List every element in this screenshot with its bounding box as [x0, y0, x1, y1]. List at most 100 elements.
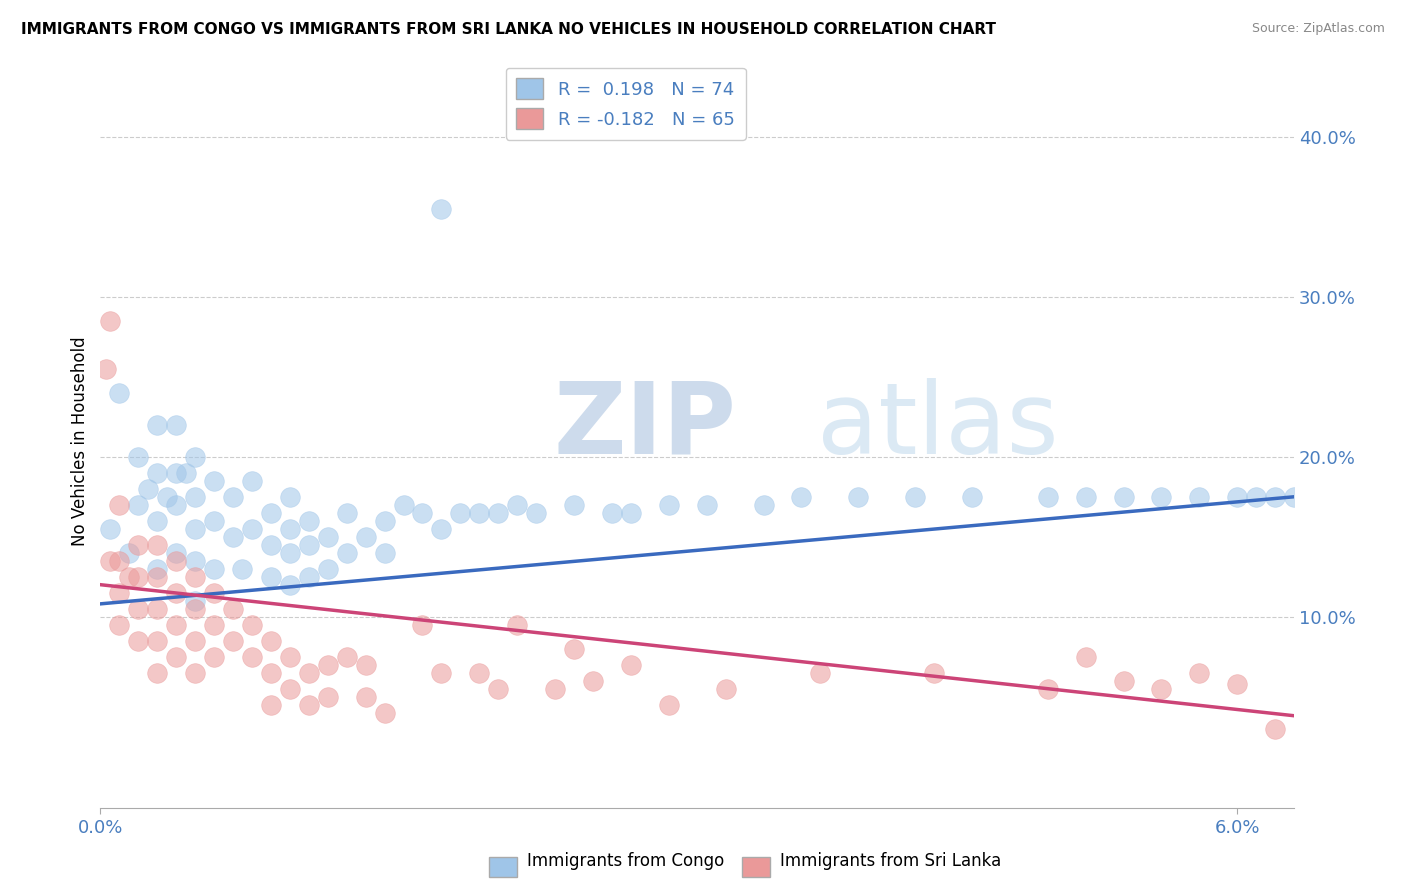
- Point: [790, 490, 813, 504]
- Y-axis label: No Vehicles in Household: No Vehicles in Household: [72, 336, 89, 546]
- Point: [374, 706, 396, 720]
- Point: [430, 202, 453, 216]
- Point: [468, 665, 491, 680]
- Point: [620, 657, 643, 672]
- Point: [298, 538, 321, 552]
- Point: [94, 362, 117, 376]
- Point: [184, 570, 207, 584]
- Point: [354, 657, 377, 672]
- Point: [1150, 490, 1173, 504]
- Point: [156, 490, 179, 504]
- Point: [354, 690, 377, 704]
- Point: [146, 514, 169, 528]
- Point: [316, 657, 339, 672]
- Point: [1150, 681, 1173, 696]
- Point: [260, 633, 283, 648]
- Point: [411, 506, 433, 520]
- Point: [658, 498, 681, 512]
- Point: [127, 450, 149, 464]
- Point: [165, 649, 187, 664]
- Point: [486, 681, 509, 696]
- Point: [127, 570, 149, 584]
- Point: [108, 498, 131, 512]
- Point: [411, 617, 433, 632]
- Point: [202, 649, 225, 664]
- Point: [278, 681, 301, 696]
- Point: [336, 649, 359, 664]
- Point: [260, 570, 283, 584]
- Point: [240, 649, 263, 664]
- Point: [118, 570, 141, 584]
- Point: [1282, 490, 1305, 504]
- Point: [202, 585, 225, 599]
- Point: [960, 490, 983, 504]
- Point: [108, 617, 131, 632]
- Point: [316, 690, 339, 704]
- Point: [620, 506, 643, 520]
- Point: [260, 665, 283, 680]
- Point: [146, 417, 169, 432]
- Point: [1112, 490, 1135, 504]
- Point: [1074, 490, 1097, 504]
- Point: [146, 665, 169, 680]
- Point: [374, 546, 396, 560]
- Point: [136, 482, 159, 496]
- Point: [184, 490, 207, 504]
- Point: [316, 530, 339, 544]
- Point: [222, 601, 245, 615]
- Point: [278, 490, 301, 504]
- Point: [658, 698, 681, 712]
- Text: Source: ZipAtlas.com: Source: ZipAtlas.com: [1251, 22, 1385, 36]
- Point: [165, 417, 187, 432]
- Point: [146, 601, 169, 615]
- Point: [298, 570, 321, 584]
- Point: [222, 490, 245, 504]
- Point: [202, 474, 225, 488]
- Point: [1264, 490, 1286, 504]
- Point: [374, 514, 396, 528]
- Point: [298, 514, 321, 528]
- Point: [184, 554, 207, 568]
- Point: [165, 585, 187, 599]
- Point: [904, 490, 927, 504]
- Legend: R =  0.198   N = 74, R = -0.182   N = 65: R = 0.198 N = 74, R = -0.182 N = 65: [506, 68, 745, 140]
- Point: [600, 506, 623, 520]
- Point: [146, 633, 169, 648]
- Point: [430, 522, 453, 536]
- Point: [486, 506, 509, 520]
- Point: [392, 498, 415, 512]
- Point: [146, 570, 169, 584]
- Point: [202, 514, 225, 528]
- Point: [127, 633, 149, 648]
- Point: [562, 641, 585, 656]
- Point: [260, 506, 283, 520]
- Point: [240, 617, 263, 632]
- Point: [118, 546, 141, 560]
- Point: [146, 538, 169, 552]
- Point: [1112, 673, 1135, 688]
- Point: [506, 617, 529, 632]
- Point: [260, 698, 283, 712]
- Point: [524, 506, 547, 520]
- Text: Immigrants from Congo: Immigrants from Congo: [527, 852, 724, 870]
- Point: [278, 546, 301, 560]
- Point: [108, 385, 131, 400]
- Point: [127, 601, 149, 615]
- Point: [336, 506, 359, 520]
- Point: [108, 554, 131, 568]
- Text: ZIP: ZIP: [554, 377, 737, 475]
- Point: [1226, 677, 1249, 691]
- Point: [184, 450, 207, 464]
- Point: [127, 498, 149, 512]
- Point: [1188, 490, 1211, 504]
- Point: [506, 498, 529, 512]
- Point: [98, 522, 121, 536]
- Point: [354, 530, 377, 544]
- Text: atlas: atlas: [817, 377, 1059, 475]
- Point: [202, 617, 225, 632]
- Point: [98, 314, 121, 328]
- Point: [165, 546, 187, 560]
- Point: [108, 585, 131, 599]
- Point: [336, 546, 359, 560]
- Point: [222, 530, 245, 544]
